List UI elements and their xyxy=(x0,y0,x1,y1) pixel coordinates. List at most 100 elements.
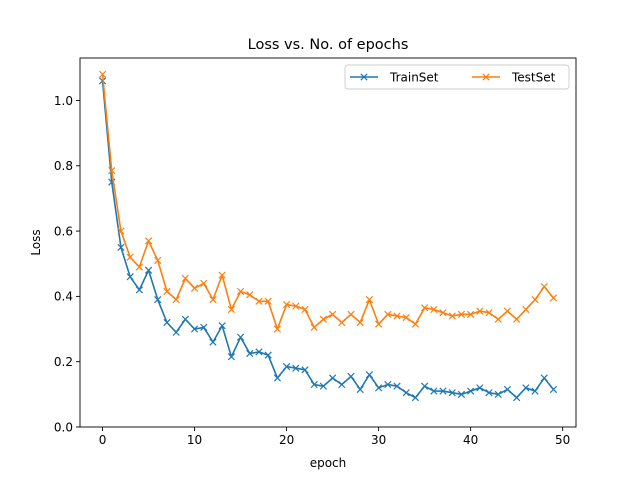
data-point xyxy=(264,297,272,305)
y-tick-label: 0.4 xyxy=(54,290,73,304)
data-point xyxy=(273,325,282,333)
data-point xyxy=(365,371,374,379)
data-point xyxy=(126,253,134,261)
y-tick-label: 0.6 xyxy=(54,224,73,238)
data-point xyxy=(549,385,558,394)
data-point xyxy=(126,273,134,281)
data-point xyxy=(494,315,502,323)
data-point xyxy=(356,385,364,394)
data-point xyxy=(476,384,484,392)
data-point xyxy=(328,374,337,382)
data-point xyxy=(264,351,272,359)
data-point xyxy=(236,287,245,296)
legend-label-1: TestSet xyxy=(511,71,556,85)
data-point xyxy=(457,390,466,398)
data-point xyxy=(246,291,254,299)
data-point xyxy=(439,387,447,395)
data-point xyxy=(356,318,364,327)
x-tick-label: 30 xyxy=(371,433,386,447)
data-point xyxy=(503,385,512,394)
data-point xyxy=(135,263,143,271)
data-point xyxy=(154,256,162,265)
data-point xyxy=(154,296,162,304)
data-point xyxy=(181,274,189,283)
data-point xyxy=(420,382,429,390)
data-point xyxy=(347,310,355,318)
data-point xyxy=(420,304,429,312)
data-point xyxy=(439,309,447,317)
y-tick-label: 0.2 xyxy=(54,355,73,369)
data-point xyxy=(255,297,263,305)
y-tick-label: 0.0 xyxy=(54,420,73,434)
data-point xyxy=(402,313,410,322)
data-point xyxy=(310,323,318,332)
data-point xyxy=(374,384,383,392)
series-markers-0 xyxy=(98,77,558,402)
data-point xyxy=(181,315,189,323)
legend-marker-1 xyxy=(482,73,490,81)
data-point xyxy=(522,305,530,314)
data-point xyxy=(513,315,521,323)
legend-label-0: TrainSet xyxy=(389,71,439,85)
data-point xyxy=(430,387,438,395)
legend-marker-0 xyxy=(360,73,368,81)
data-point xyxy=(319,315,328,323)
data-point xyxy=(467,387,475,395)
data-point xyxy=(98,70,107,78)
data-point xyxy=(513,393,521,402)
data-point xyxy=(503,307,512,315)
data-point xyxy=(448,312,456,320)
data-point xyxy=(108,167,116,175)
legend: TrainSet TestSet xyxy=(344,64,570,90)
data-point xyxy=(273,374,282,382)
data-point xyxy=(393,312,401,320)
data-point xyxy=(540,282,548,291)
data-point xyxy=(255,348,263,356)
data-point xyxy=(172,328,180,336)
data-point xyxy=(172,296,180,304)
data-point xyxy=(402,389,410,397)
data-point xyxy=(549,294,558,302)
data-point xyxy=(384,380,392,389)
data-point xyxy=(384,310,392,318)
x-tick-label: 0 xyxy=(99,433,107,447)
data-point xyxy=(540,374,548,382)
data-point xyxy=(292,364,300,372)
data-point xyxy=(467,310,475,318)
data-point xyxy=(209,338,217,346)
data-point xyxy=(200,279,208,287)
data-point xyxy=(430,305,438,314)
data-point xyxy=(411,393,420,402)
series-line-1 xyxy=(101,74,555,330)
x-tick-label: 20 xyxy=(279,433,294,447)
data-point xyxy=(301,305,309,314)
data-point xyxy=(448,389,456,397)
data-point xyxy=(200,323,208,332)
data-point xyxy=(494,390,502,398)
data-point xyxy=(227,305,236,314)
data-point xyxy=(531,387,539,395)
data-point xyxy=(218,322,226,330)
data-point xyxy=(190,284,199,292)
data-point xyxy=(393,382,401,390)
data-point xyxy=(411,320,420,328)
series-markers-1 xyxy=(98,70,558,333)
data-point xyxy=(522,384,530,392)
data-point xyxy=(246,349,254,358)
data-point xyxy=(347,372,355,381)
data-point xyxy=(163,318,171,327)
legend-box xyxy=(344,64,570,90)
data-point xyxy=(338,380,346,389)
data-point xyxy=(209,296,217,304)
data-point xyxy=(292,302,300,310)
data-point xyxy=(236,333,245,341)
data-point xyxy=(319,382,328,390)
y-tick-label: 1.0 xyxy=(54,94,73,108)
data-point xyxy=(485,309,493,317)
data-point xyxy=(218,271,226,279)
chart-title: Loss vs. No. of epochs xyxy=(248,37,409,53)
x-axis-label: epoch xyxy=(310,456,347,470)
data-point xyxy=(144,237,153,245)
y-axis-label: Loss xyxy=(29,229,43,255)
